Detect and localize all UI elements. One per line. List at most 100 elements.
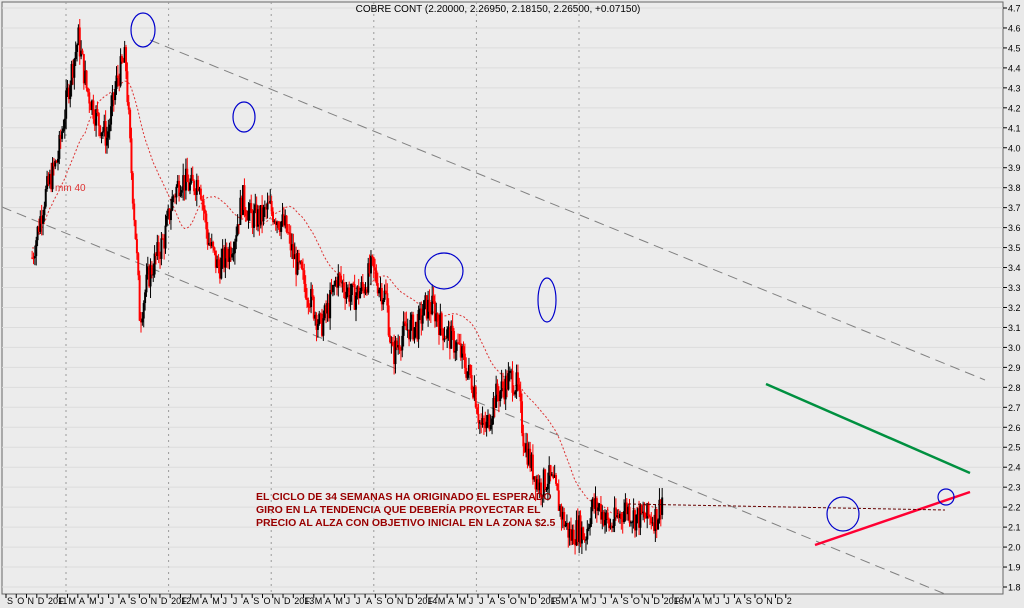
candle-body bbox=[393, 345, 396, 365]
cycle-circle bbox=[537, 277, 557, 323]
candle-body bbox=[114, 88, 117, 101]
candle-body bbox=[408, 329, 411, 340]
candle-body bbox=[567, 522, 570, 538]
candle-body bbox=[250, 203, 253, 214]
candle-body bbox=[39, 216, 42, 232]
candle-body bbox=[544, 469, 547, 490]
x-tick-label: A bbox=[612, 596, 618, 606]
x-tick-label: J bbox=[356, 596, 361, 606]
candle-body bbox=[482, 418, 485, 424]
candle-body bbox=[37, 226, 40, 232]
candle-body bbox=[516, 372, 519, 385]
candle-body bbox=[365, 289, 368, 293]
candle-body bbox=[417, 309, 420, 340]
candle-body bbox=[387, 305, 390, 336]
y-tick-label: 3.1 bbox=[1008, 323, 1021, 333]
candle-body bbox=[616, 515, 619, 518]
candle-body bbox=[564, 524, 567, 527]
x-tick-label: A bbox=[325, 596, 331, 606]
resistance-line bbox=[765, 382, 971, 475]
x-tick-label: J bbox=[110, 596, 115, 606]
candle-body bbox=[574, 544, 577, 546]
candle-body bbox=[504, 375, 507, 400]
y-tick-label: 2.5 bbox=[1008, 443, 1021, 453]
candle-body bbox=[465, 367, 468, 378]
candle-body bbox=[470, 375, 473, 390]
channel-lower-line bbox=[1, 206, 946, 595]
candle-body bbox=[394, 340, 397, 365]
candle-body bbox=[130, 138, 133, 174]
candle-body bbox=[405, 323, 408, 331]
cycle-circles bbox=[130, 12, 955, 532]
candle-body bbox=[501, 381, 504, 389]
candle-body bbox=[137, 253, 140, 276]
candle-body bbox=[486, 415, 489, 422]
candle-body bbox=[183, 175, 186, 191]
candle-body bbox=[289, 233, 292, 251]
candle-body bbox=[395, 340, 398, 348]
candle-body bbox=[286, 231, 289, 233]
candle-body bbox=[80, 50, 83, 57]
candle-body bbox=[628, 506, 631, 523]
candle-body bbox=[337, 273, 340, 288]
candle-body bbox=[590, 507, 593, 525]
candle-body bbox=[610, 525, 613, 529]
candle-body bbox=[447, 327, 450, 330]
candle-body bbox=[50, 173, 53, 190]
candle-body bbox=[67, 87, 70, 100]
candle-body bbox=[510, 370, 513, 372]
candle-body bbox=[639, 505, 642, 528]
y-tick-label: 3.3 bbox=[1008, 283, 1021, 293]
candle-body bbox=[560, 505, 563, 520]
candle-body bbox=[384, 290, 387, 294]
x-tick-label: 2 bbox=[787, 596, 792, 606]
candle-body bbox=[277, 221, 280, 228]
x-tick-label: A bbox=[79, 596, 85, 606]
candle-body bbox=[644, 517, 647, 519]
candle-body bbox=[538, 482, 541, 491]
candle-body bbox=[549, 465, 552, 476]
candle-body bbox=[601, 511, 604, 520]
candle-body bbox=[521, 401, 524, 434]
candle-body bbox=[73, 58, 76, 78]
candle-body bbox=[651, 522, 654, 524]
candle-body bbox=[613, 507, 616, 526]
x-tick-label: 2012 bbox=[171, 596, 191, 606]
cycle-circle bbox=[232, 101, 256, 133]
candle-body bbox=[629, 522, 632, 524]
candle-body bbox=[284, 215, 287, 226]
candle-body bbox=[480, 422, 483, 425]
x-tick-label: D bbox=[530, 596, 537, 606]
candle-body bbox=[367, 263, 370, 293]
candle-body bbox=[251, 213, 254, 228]
candle-body bbox=[643, 511, 646, 518]
candle-body bbox=[452, 331, 455, 353]
x-tick-label: J bbox=[469, 596, 474, 606]
candle-body bbox=[617, 515, 620, 519]
candle-body bbox=[647, 503, 650, 517]
candle-body bbox=[436, 313, 439, 322]
candle-body bbox=[540, 482, 543, 497]
candle-body bbox=[308, 306, 311, 308]
candle-body bbox=[418, 308, 421, 310]
candle-body bbox=[614, 507, 617, 518]
x-tick-label: 2016 bbox=[664, 596, 684, 606]
candle-body bbox=[386, 293, 389, 306]
x-tick-label: O bbox=[510, 596, 517, 606]
candle-body bbox=[654, 509, 657, 531]
x-tick-label: A bbox=[489, 596, 495, 606]
candle-body bbox=[444, 338, 447, 340]
y-tick-label: 4.4 bbox=[1008, 63, 1021, 73]
x-tick-label: M bbox=[89, 596, 97, 606]
x-tick-label: F bbox=[181, 596, 187, 606]
candle-body bbox=[329, 290, 332, 319]
y-tick-label: 2.4 bbox=[1008, 463, 1021, 473]
candle-body bbox=[556, 483, 559, 491]
x-tick-label: N bbox=[151, 596, 158, 606]
x-tick-label: A bbox=[571, 596, 577, 606]
candle-body bbox=[508, 370, 511, 374]
candle-body bbox=[555, 475, 558, 484]
x-tick-label: D bbox=[653, 596, 660, 606]
candle-body bbox=[271, 211, 274, 223]
x-tick-label: F bbox=[58, 596, 64, 606]
